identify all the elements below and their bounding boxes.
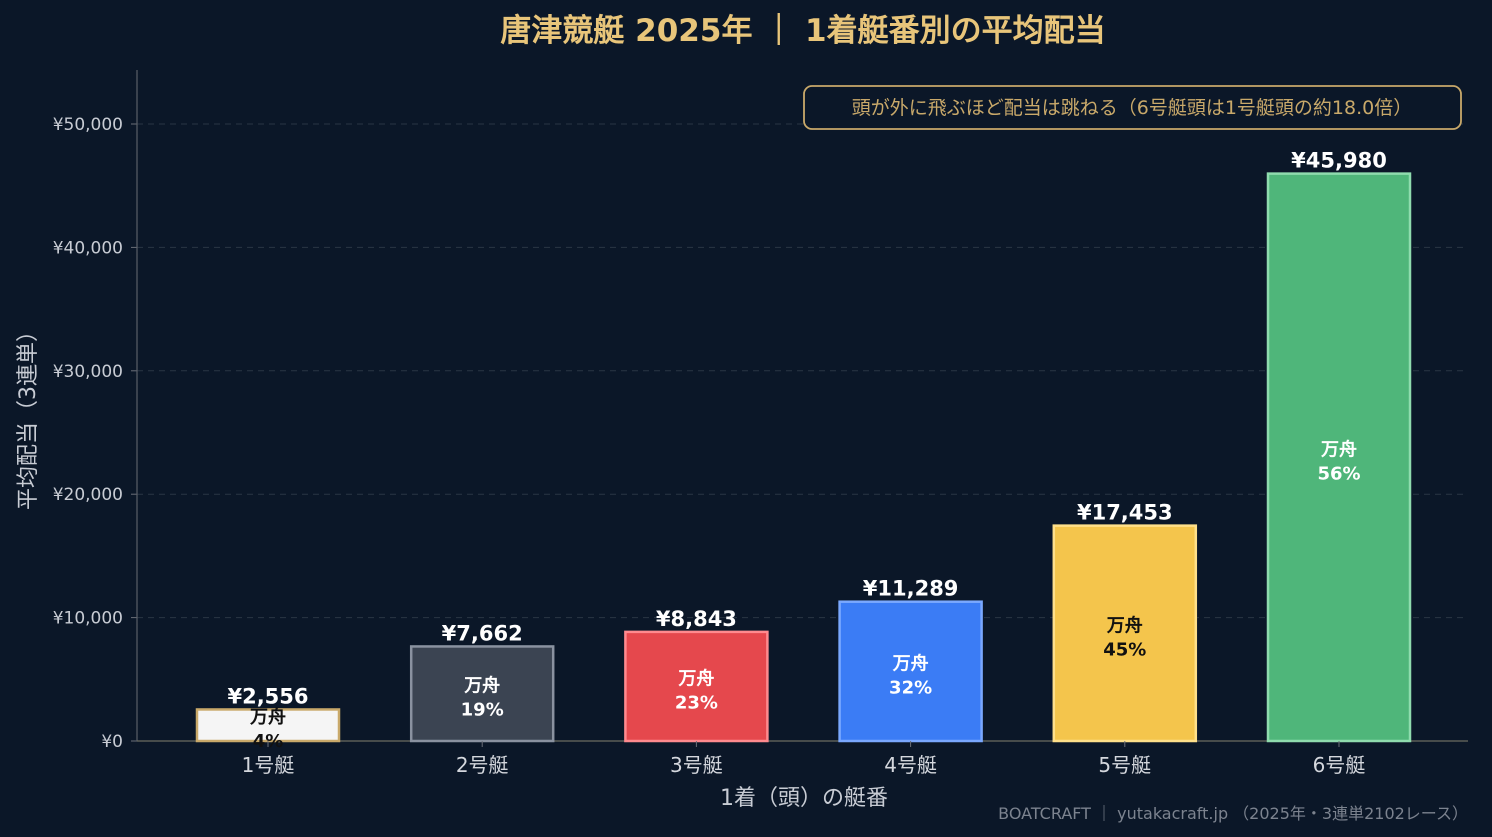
annotation-text: 頭が外に飛ぶほど配当は跳ねる（6号艇頭は1号艇頭の約18.0倍） — [852, 97, 1412, 119]
x-axis-label: 1着（頭）の艇番 — [720, 786, 888, 811]
bar-manshu-title: 万舟 — [1320, 438, 1357, 460]
y-tick-label: ¥20,000 — [53, 485, 123, 505]
bar — [1266, 172, 1412, 743]
grid-lines — [137, 123, 1468, 619]
bar-manshu-title: 万舟 — [249, 706, 286, 728]
bar-value-label: ¥8,843 — [656, 607, 737, 631]
x-tick-label: 4号艇 — [884, 753, 937, 777]
y-tick-label: ¥50,000 — [53, 115, 123, 135]
y-tick-label: ¥0 — [101, 732, 123, 752]
x-tick-label: 6号艇 — [1313, 753, 1366, 777]
bar-value-label: ¥2,556 — [227, 684, 308, 708]
bar — [624, 630, 769, 743]
bar-manshu-title: 万舟 — [892, 652, 929, 674]
chart-title: 唐津競艇 2025年 ｜ 1着艇番別の平均配当 — [500, 13, 1105, 49]
bar-value-label: ¥7,662 — [442, 621, 523, 645]
bar-value-label: ¥17,453 — [1077, 501, 1173, 525]
bar-manshu-title: 万舟 — [677, 667, 714, 689]
credit-text: BOATCRAFT ｜ yutakacraft.jp （2025年・3連単210… — [998, 804, 1468, 823]
bar — [195, 708, 341, 743]
bar-manshu-rate: 45% — [1103, 639, 1146, 660]
bar — [1052, 524, 1198, 743]
bar-manshu-rate: 56% — [1317, 463, 1360, 484]
bar-manshu-title: 万舟 — [1106, 614, 1143, 636]
y-tick-label: ¥10,000 — [53, 609, 123, 629]
bar-manshu-title: 万舟 — [463, 675, 500, 697]
x-tick-label: 1号艇 — [242, 753, 295, 777]
bar — [838, 600, 983, 743]
bar-manshu-rate: 32% — [889, 677, 932, 698]
y-axis-ticks: ¥0 ¥10,000 ¥20,000 ¥30,000 ¥40,000 ¥50,000 — [53, 115, 137, 752]
x-tick-label: 3号艇 — [670, 753, 723, 777]
x-axis-ticks: 1号艇 2号艇 3号艇 4号艇 5号艇 6号艇 — [242, 741, 1366, 777]
bar-manshu-rate: 23% — [675, 692, 718, 713]
x-tick-label: 5号艇 — [1098, 753, 1151, 777]
y-axis-label: 平均配当（3連単） — [16, 320, 41, 510]
x-tick-label: 2号艇 — [456, 753, 509, 777]
bar — [409, 645, 555, 743]
y-tick-label: ¥40,000 — [53, 238, 123, 258]
bar-value-label: ¥11,289 — [863, 577, 959, 601]
y-tick-label: ¥30,000 — [53, 362, 123, 382]
annotation-box — [803, 85, 1462, 130]
bar-manshu-rate: 19% — [461, 700, 504, 721]
bars: ¥2,556万舟4%¥7,662万舟19%¥8,843万舟23%¥11,289万… — [195, 149, 1412, 752]
bar-value-label: ¥45,980 — [1291, 149, 1387, 173]
